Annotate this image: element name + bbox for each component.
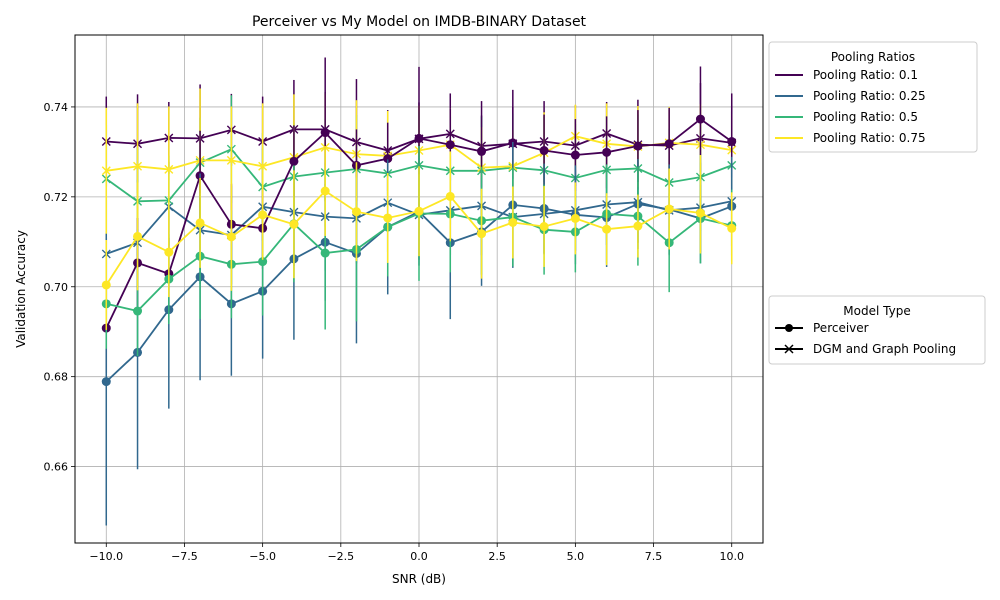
data-point-circle	[133, 231, 143, 241]
legend-pooling-box	[768, 41, 978, 153]
data-point-circle	[226, 232, 236, 242]
series-layer	[101, 57, 737, 526]
x-axis-label: SNR (dB)	[392, 572, 446, 586]
data-point-circle	[445, 140, 455, 150]
x-tick-label: −10.0	[89, 550, 123, 563]
data-point-x	[164, 164, 174, 174]
data-point-circle	[383, 213, 393, 223]
plot-area: −10.0 −7.5 −5.0 −2.5 0.0 2.5 5.0 7.5 10.0 0.66 0.6…	[44, 34, 764, 563]
series-perceiver-ratio-0-1	[101, 83, 737, 374]
data-point-circle	[570, 213, 580, 223]
data-point-x	[133, 161, 143, 171]
data-point-circle	[508, 217, 518, 227]
legend-entry-label: Pooling Ratio: 0.1	[813, 68, 918, 82]
legend-model-title: Model Type	[843, 304, 910, 318]
data-point-circle	[320, 186, 330, 196]
x-tick-label: 0.0	[410, 550, 428, 563]
data-point-circle	[695, 114, 705, 124]
y-tick-label: 0.74	[44, 101, 69, 114]
y-tick-label: 0.70	[44, 281, 69, 294]
x-tick-label: 7.5	[645, 550, 663, 563]
data-point-circle	[289, 156, 299, 166]
legend-pooling-entries: Pooling Ratio: 0.1 Pooling Ratio: 0.25 Poo…	[775, 68, 926, 145]
legend-pooling-ratios: Pooling Ratios Pooling Ratio: 0.1Pooling…	[768, 41, 978, 153]
legend-pooling-title: Pooling Ratios	[831, 50, 915, 64]
data-point-circle	[445, 191, 455, 201]
legend-entry-label: Perceiver	[813, 321, 869, 335]
data-point-circle	[320, 128, 330, 138]
data-point-circle	[101, 280, 111, 290]
legend-entry-label: Pooling Ratio: 0.5	[813, 110, 918, 124]
y-tick-label: 0.66	[44, 461, 69, 474]
legend-entry-label: DGM and Graph Pooling	[813, 342, 956, 356]
legend-marker-x	[784, 344, 794, 354]
data-point-circle	[320, 248, 330, 258]
y-axis-label: Validation Accuracy	[14, 230, 28, 348]
data-point-circle	[195, 218, 205, 228]
x-tick-label: −7.5	[171, 550, 198, 563]
data-point-circle	[539, 222, 549, 232]
x-tick-label: −2.5	[327, 550, 354, 563]
x-tick-label: −5.0	[249, 550, 276, 563]
data-point-circle	[727, 223, 737, 233]
x-tick-label: 10.0	[719, 550, 744, 563]
data-point-circle	[727, 137, 737, 147]
data-point-circle	[351, 207, 361, 217]
data-point-circle	[477, 146, 487, 156]
data-point-circle	[664, 139, 674, 149]
y-tick-label: 0.72	[44, 191, 69, 204]
legend-model-entries: Perceiver DGM and Graph Pooling	[775, 321, 956, 356]
legend-model-box	[768, 295, 986, 365]
legend-entry-label: Pooling Ratio: 0.25	[813, 89, 926, 103]
data-point-circle	[133, 306, 143, 316]
data-point-circle	[477, 229, 487, 239]
data-point-circle	[633, 221, 643, 231]
data-point-circle	[539, 146, 549, 156]
data-point-circle	[289, 219, 299, 229]
x-tick-label: 2.5	[488, 550, 506, 563]
axis-ticks: −10.0 −7.5 −5.0 −2.5 0.0 2.5 5.0 7.5 10.0 0.66 0.6…	[44, 101, 744, 563]
data-point-circle	[101, 377, 111, 387]
data-point-x	[226, 155, 236, 165]
x-tick-label: 5.0	[567, 550, 585, 563]
data-point-circle	[258, 210, 268, 220]
data-point-circle	[414, 133, 424, 143]
legend-model-type: Model Type Perceiver DGM and Graph Poolin…	[768, 295, 986, 365]
data-point-x	[101, 166, 111, 176]
series-perceiver-ratio-0-75	[101, 146, 737, 330]
legend-entry-label: Pooling Ratio: 0.75	[813, 131, 926, 145]
data-point-circle	[383, 154, 393, 164]
data-point-x	[258, 161, 268, 171]
data-point-circle	[570, 150, 580, 160]
data-point-circle	[258, 257, 268, 267]
y-tick-label: 0.68	[44, 371, 69, 384]
data-point-circle	[414, 206, 424, 216]
data-point-circle	[602, 147, 612, 157]
data-point-circle	[164, 247, 174, 257]
legend-marker-circle	[785, 324, 793, 332]
data-point-circle	[664, 204, 674, 214]
data-point-circle	[633, 141, 643, 151]
chart-title: Perceiver vs My Model on IMDB-BINARY Dat…	[252, 14, 587, 30]
data-point-circle	[695, 208, 705, 218]
data-point-circle	[602, 224, 612, 234]
